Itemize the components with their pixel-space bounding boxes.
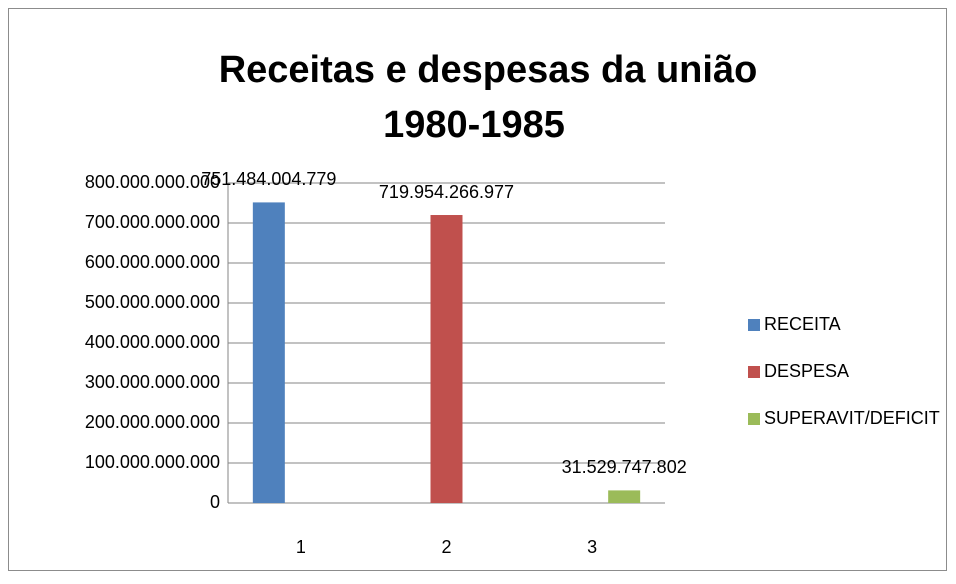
x-tick-label: 2 <box>441 537 451 557</box>
chart-frame <box>8 8 947 571</box>
chart-title: Receitas e despesas da união <box>219 49 758 91</box>
chart-subtitle: 1980-1985 <box>383 104 565 146</box>
y-tick-label: 0 <box>210 492 220 512</box>
legend-swatch <box>748 366 760 378</box>
y-tick-label: 800.000.000.000 <box>85 172 220 192</box>
y-tick-label: 300.000.000.000 <box>85 372 220 392</box>
y-tick-label: 100.000.000.000 <box>85 452 220 472</box>
bar <box>430 215 463 503</box>
y-tick-label: 700.000.000.000 <box>85 212 220 232</box>
legend-label: DESPESA <box>764 361 849 381</box>
y-tick-label: 500.000.000.000 <box>85 292 220 312</box>
bar <box>252 202 285 503</box>
x-tick-label: 3 <box>587 537 597 557</box>
y-tick-label: 400.000.000.000 <box>85 332 220 352</box>
data-label: 751.484.004.779 <box>201 169 336 189</box>
legend-label: SUPERAVIT/DEFICIT <box>764 408 940 428</box>
legend-swatch <box>748 413 760 425</box>
y-tick-label: 600.000.000.000 <box>85 252 220 272</box>
legend-label: RECEITA <box>764 314 841 334</box>
x-tick-label: 1 <box>296 537 306 557</box>
legend-swatch <box>748 319 760 331</box>
data-label: 31.529.747.802 <box>562 457 687 477</box>
bar <box>608 490 641 503</box>
data-label: 719.954.266.977 <box>379 182 514 202</box>
y-tick-label: 200.000.000.000 <box>85 412 220 432</box>
